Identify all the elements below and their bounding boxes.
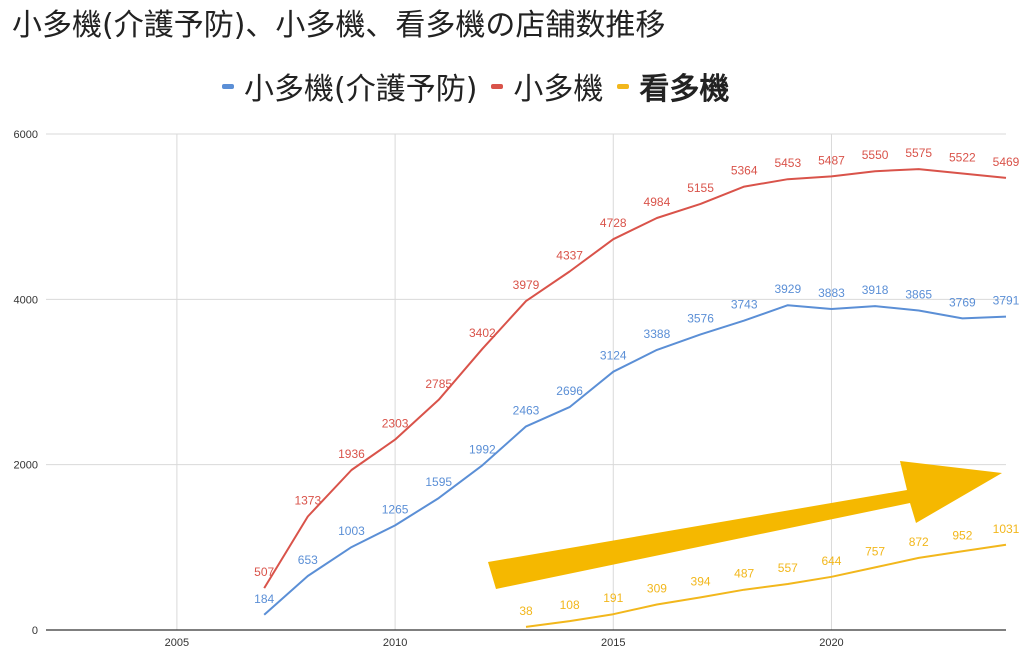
data-label-series-1-6: 3979: [513, 278, 540, 292]
data-label-series-2-1: 108: [560, 598, 580, 612]
data-label-series-0-4: 1595: [425, 475, 452, 489]
chart-legend: 小多機(介護予防) 小多機 看多機: [222, 64, 729, 108]
data-label-series-0-6: 2463: [513, 403, 540, 417]
legend-label-series-1: 小多機: [513, 72, 604, 107]
y-tick-label-3: 6000: [14, 129, 38, 141]
data-label-series-0-0: 184: [254, 592, 274, 606]
data-label-series-1-8: 4728: [600, 216, 627, 230]
data-label-series-2-3: 309: [647, 581, 667, 595]
data-label-series-1-0: 507: [254, 565, 274, 579]
data-label-series-0-5: 1992: [469, 442, 496, 456]
data-label-series-2-11: 1031: [993, 522, 1020, 536]
data-label-series-1-14: 5550: [862, 148, 889, 162]
y-tick-label-2: 4000: [14, 294, 38, 306]
data-label-series-1-16: 5522: [949, 151, 976, 165]
legend-swatch-series-2: [617, 83, 630, 89]
legend-item-series-2: 看多機: [617, 64, 729, 108]
data-label-series-2-0: 38: [519, 604, 533, 618]
data-label-series-1-17: 5469: [993, 155, 1020, 169]
data-label-series-0-10: 3576: [687, 311, 714, 325]
data-label-series-2-6: 557: [778, 561, 798, 575]
series-line-2: [525, 543, 1007, 628]
data-label-series-1-10: 5155: [687, 181, 714, 195]
data-label-series-2-2: 191: [603, 591, 623, 605]
data-label-series-1-5: 3402: [469, 326, 496, 340]
data-label-series-2-10: 952: [952, 528, 972, 542]
data-label-series-1-7: 4337: [556, 248, 583, 262]
data-label-series-2-9: 872: [909, 535, 929, 549]
data-label-series-1-1: 1373: [294, 493, 321, 507]
data-label-series-0-2: 1003: [338, 524, 365, 538]
series-line-1: [263, 168, 1007, 589]
data-label-series-0-8: 3124: [600, 349, 627, 363]
x-tick-label-1: 2010: [383, 637, 407, 649]
data-label-series-1-13: 5487: [818, 153, 845, 167]
legend-swatch-series-0: [222, 83, 234, 89]
data-label-series-2-5: 487: [734, 567, 754, 581]
legend-label-series-2: 看多機: [639, 72, 730, 107]
legend-item-series-0: 小多機(介護予防): [222, 64, 477, 108]
data-label-series-0-3: 1265: [382, 502, 409, 516]
trend-arrow: [488, 461, 1002, 589]
x-tick-label-0: 2005: [165, 637, 189, 649]
data-label-series-2-7: 644: [821, 554, 841, 568]
data-label-series-1-11: 5364: [731, 164, 758, 178]
data-label-series-0-12: 3929: [774, 282, 801, 296]
series-line-0: [263, 304, 1007, 616]
data-label-series-1-3: 2303: [382, 417, 409, 431]
data-label-series-2-8: 757: [865, 544, 885, 558]
chart-title: 小多機(介護予防)、小多機、看多機の店舗数推移: [12, 8, 666, 43]
data-label-series-0-7: 2696: [556, 384, 583, 398]
data-label-series-0-13: 3883: [818, 286, 845, 300]
data-label-series-1-2: 1936: [338, 447, 365, 461]
data-label-series-1-12: 5453: [774, 156, 801, 170]
data-label-series-1-4: 2785: [425, 377, 452, 391]
data-label-series-0-1: 653: [298, 553, 318, 567]
y-tick-label-1: 2000: [14, 460, 38, 472]
data-label-series-0-9: 3388: [644, 327, 671, 341]
data-label-series-0-16: 3769: [949, 295, 976, 309]
x-tick-label-3: 2020: [819, 637, 843, 649]
data-label-series-2-4: 394: [691, 574, 711, 588]
legend-item-series-1: 小多機: [491, 64, 603, 108]
y-tick-label-0: 0: [32, 625, 38, 637]
data-label-series-1-15: 5575: [905, 146, 932, 160]
data-label-series-0-15: 3865: [905, 287, 932, 301]
x-tick-label-2: 2015: [601, 637, 625, 649]
legend-label-series-0: 小多機(介護予防): [244, 72, 478, 107]
data-label-series-0-11: 3743: [731, 298, 758, 312]
data-label-series-0-14: 3918: [862, 283, 889, 297]
data-label-series-1-9: 4984: [644, 195, 671, 209]
legend-swatch-series-1: [491, 83, 504, 89]
data-label-series-0-17: 3791: [993, 294, 1020, 308]
